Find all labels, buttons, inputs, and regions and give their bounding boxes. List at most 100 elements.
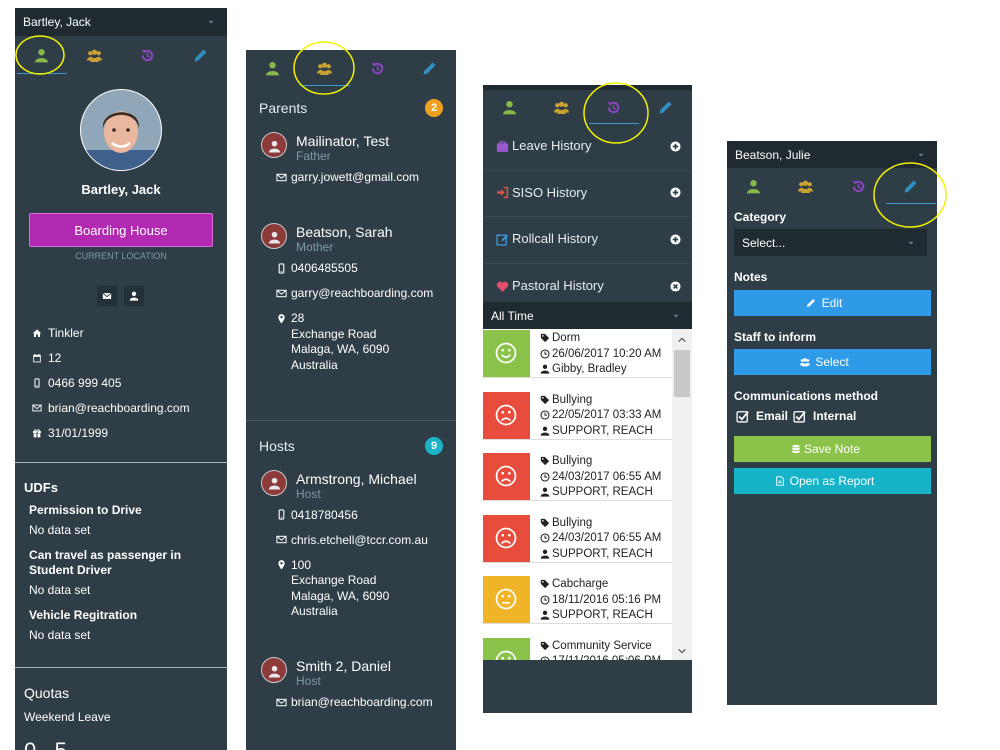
edit-button[interactable]	[734, 290, 931, 316]
detail-text: 31/01/1999	[48, 426, 109, 440]
icon-part	[277, 313, 285, 324]
student-select[interactable]	[15, 8, 227, 36]
icon-part	[501, 410, 505, 414]
envelope-icon	[275, 289, 287, 297]
mood-face	[495, 650, 517, 660]
icon-part	[194, 49, 207, 61]
udf-label: Can travel as passenger in Student Drive…	[29, 548, 182, 577]
plus-icon[interactable]	[669, 140, 681, 152]
icon-part	[672, 283, 678, 289]
file-icon	[776, 476, 784, 486]
icon-part	[102, 112, 140, 128]
icon-part	[799, 181, 804, 186]
icon-part	[90, 57, 99, 62]
group-icon[interactable]	[798, 179, 814, 194]
icon-part	[496, 142, 508, 152]
pencil-icon[interactable]	[193, 48, 208, 63]
icon-part	[278, 262, 284, 274]
icon-part	[268, 485, 280, 490]
group-icon[interactable]	[87, 48, 102, 63]
udf-label: Permission to Drive	[29, 503, 142, 517]
check-icon[interactable]	[735, 410, 749, 423]
home-icon	[32, 329, 42, 337]
icon-part	[542, 396, 544, 399]
user-icon	[540, 487, 550, 497]
edit-button-text[interactable]: Edit	[821, 296, 843, 310]
down-icon[interactable]	[677, 646, 687, 656]
user-icon[interactable]	[265, 61, 280, 76]
history-section-label[interactable]: SISO History	[512, 184, 588, 200]
plus-icon[interactable]	[669, 187, 681, 198]
history-icon[interactable]	[851, 179, 866, 194]
report-button-text[interactable]: Open as Report	[789, 474, 875, 488]
icon-part	[542, 426, 548, 431]
pencil-icon[interactable]	[422, 61, 437, 76]
contact-address-line: 100	[291, 557, 312, 572]
mood-block	[483, 514, 530, 562]
envfill-icon[interactable]	[102, 291, 112, 301]
icon-part	[371, 62, 376, 67]
icon-part	[563, 102, 568, 107]
contact-phone: 0406485505	[291, 261, 358, 275]
icon-part	[791, 447, 800, 454]
save-button-text[interactable]: Save Note	[803, 442, 861, 456]
history-section-label[interactable]: Rollcall History	[512, 231, 598, 247]
icon-part	[540, 370, 550, 374]
mood-face	[495, 527, 517, 548]
user-icon[interactable]	[502, 100, 517, 115]
group-icon[interactable]	[553, 100, 569, 115]
history-icon[interactable]	[140, 48, 155, 63]
icon-part	[500, 234, 508, 242]
separator	[483, 263, 692, 265]
user-icon[interactable]	[129, 291, 139, 301]
entry-category: Bullying	[552, 516, 593, 529]
staff-button-text[interactable]: Select	[815, 355, 849, 369]
icon-part	[271, 231, 277, 237]
detail-text: 0466 999 405	[48, 376, 122, 390]
group-icon	[800, 358, 811, 367]
comms-option[interactable]: Internal	[813, 409, 857, 423]
entry-category: Dorm	[552, 332, 581, 344]
history-icon[interactable]	[606, 100, 621, 115]
times-icon[interactable]	[669, 281, 681, 292]
icon-part	[91, 49, 98, 55]
location-button[interactable]	[29, 213, 213, 247]
save-button[interactable]	[734, 436, 931, 462]
contact-email: garry@reachboarding.com	[291, 286, 434, 300]
staff-button[interactable]	[734, 349, 931, 375]
mood-block	[483, 453, 530, 500]
staff-label: Staff to inform	[734, 330, 816, 344]
icon-part	[557, 109, 566, 114]
contact-role: Host	[296, 486, 321, 501]
pencil-icon[interactable]	[903, 179, 918, 194]
icon-part	[673, 314, 679, 318]
check-icon[interactable]	[792, 410, 806, 423]
pencil-icon[interactable]	[658, 100, 673, 115]
contact-address-line: Malaga, WA, 6090	[291, 342, 390, 356]
history-entry[interactable]	[483, 637, 672, 660]
up-icon[interactable]	[677, 335, 687, 345]
plus-icon[interactable]	[669, 234, 681, 245]
icon-part	[544, 597, 547, 601]
count-badge-text: 9	[430, 439, 438, 452]
report-button[interactable]	[734, 468, 931, 494]
user-icon[interactable]	[746, 179, 761, 194]
history-section-label[interactable]: Pastoral History	[512, 278, 604, 294]
entry-datetime: 22/05/2017 03:33 AM	[552, 409, 662, 421]
icon-part	[540, 410, 550, 420]
envelope-icon	[275, 173, 287, 181]
category-select[interactable]	[734, 229, 927, 256]
history-filter[interactable]	[483, 302, 692, 329]
history-icon[interactable]	[370, 61, 385, 76]
entry-datetime: 26/06/2017 10:20 AM	[552, 347, 662, 360]
location-button-text[interactable]: Boarding House	[74, 223, 168, 238]
group-icon[interactable]	[317, 61, 333, 76]
comms-option[interactable]: Email	[756, 409, 789, 423]
user-icon[interactable]	[34, 48, 49, 63]
icon-part	[280, 516, 282, 518]
icon-part	[505, 100, 513, 107]
clock-icon	[540, 410, 550, 420]
scrollbar-thumb[interactable]	[674, 350, 690, 397]
history-section-label[interactable]: Leave History	[512, 138, 592, 153]
